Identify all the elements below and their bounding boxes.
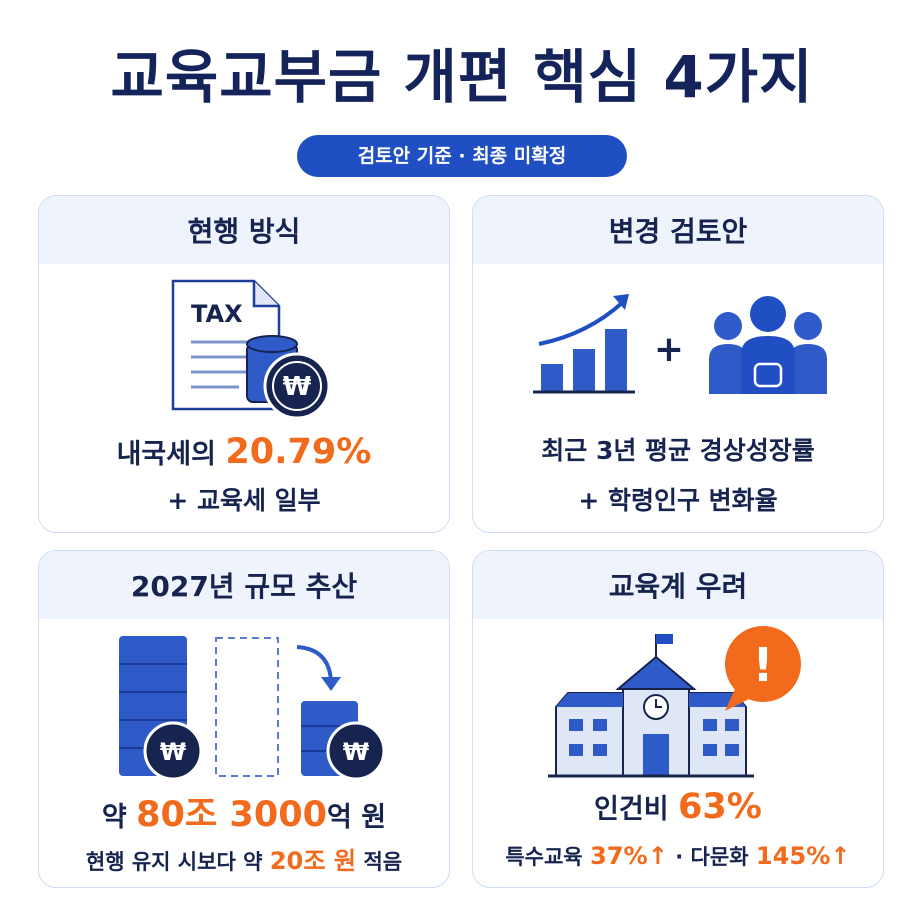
text: 약 <box>101 802 137 833</box>
highlight: 20조 원 <box>269 847 357 875</box>
tax-icon: TAX ₩ <box>171 279 331 420</box>
text: + 교육세 일부 <box>167 486 321 515</box>
card-text: 약 80조 3000억 원 <box>39 786 449 837</box>
text: 최근 3년 평균 경상성장률 <box>541 436 815 465</box>
card: 교육계 우려 ! 인건비 63% 특수교육 37%↑ · 다문화 145%↑ <box>472 550 884 888</box>
growth-icon: + <box>533 294 827 394</box>
text: 특수교육 <box>505 845 590 869</box>
alert: ! <box>753 638 774 692</box>
text: 적음 <box>356 850 403 874</box>
budget-icon: ₩ ₩ <box>119 636 386 781</box>
card-title: 교육계 우려 <box>473 551 883 619</box>
highlight: 20.79% <box>225 431 372 472</box>
plus: + <box>654 329 684 370</box>
text: · 다문화 <box>667 845 756 869</box>
card-text: 인건비 63% <box>473 786 883 827</box>
card-text: 최근 3년 평균 경상성장률 <box>473 431 883 467</box>
text: 현행 유지 시보다 약 <box>85 850 270 874</box>
highlight: 63% <box>677 786 762 827</box>
highlight: 80조 3000 <box>136 794 328 835</box>
card-text: 현행 유지 시보다 약 20조 원 적음 <box>39 841 449 876</box>
card: 변경 검토안 + 최근 3년 평균 경상성장률 + 학령인구 변화율 <box>472 195 884 533</box>
card: 현행 방식 TAX ₩ 내국세의 20.79% + 교육세 일부 <box>38 195 450 533</box>
title: 교육교부금 개편 핵심 4가지 <box>110 43 814 111</box>
card-text: 특수교육 37%↑ · 다문화 145%↑ <box>473 841 883 871</box>
highlight: 37%↑ <box>589 842 668 870</box>
card-title: 2027년 규모 추산 <box>39 551 449 619</box>
badge: 검토안 기준 · 최종 미확정 <box>297 135 627 177</box>
text: 억 원 <box>327 802 387 833</box>
highlight: 145%↑ <box>755 842 851 870</box>
school-icon: ! <box>548 626 801 778</box>
icon-text: TAX <box>191 300 243 328</box>
card-text: 내국세의 20.79% <box>39 431 449 472</box>
text: + 학령인구 변화율 <box>578 486 778 515</box>
card-text: + 교육세 일부 <box>39 481 449 517</box>
coin-symbol: ₩ <box>343 738 370 766</box>
card-title: 현행 방식 <box>39 196 449 264</box>
coin-symbol: ₩ <box>160 738 187 766</box>
card-title: 변경 검토안 <box>473 196 883 264</box>
coin-symbol: ₩ <box>283 372 312 402</box>
text: 인건비 <box>594 794 678 825</box>
card-text: + 학령인구 변화율 <box>473 481 883 517</box>
text: 내국세의 <box>116 439 226 470</box>
